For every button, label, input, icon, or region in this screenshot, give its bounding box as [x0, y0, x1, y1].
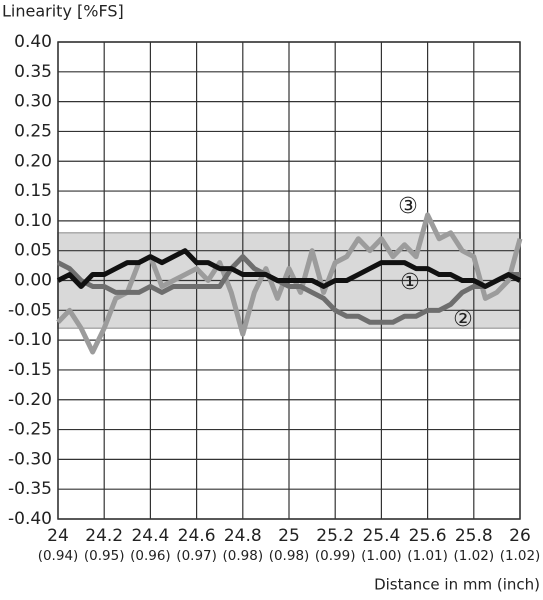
y-tick-label: -0.15 — [8, 360, 52, 380]
y-tick-label: 0.00 — [14, 271, 52, 291]
series-line — [56, 254, 520, 325]
series-label: ③ — [398, 194, 418, 219]
series-line — [56, 248, 522, 289]
x-tick-sublabel: (0.95) — [84, 548, 125, 564]
x-tick-label: 25.2 — [316, 526, 354, 546]
x-tick-label: 24.6 — [178, 526, 216, 546]
x-tick-label: 24.4 — [131, 526, 169, 546]
y-tick-label: 0.10 — [14, 211, 52, 231]
x-tick-label: 25 — [278, 526, 300, 546]
y-tick-label: -0.35 — [8, 479, 52, 499]
x-tick-sublabel: (1.02) — [454, 548, 495, 564]
x-tick-sublabel: (0.98) — [269, 548, 310, 564]
y-tick-label: -0.40 — [8, 509, 52, 529]
y-tick-label: 0.30 — [14, 92, 52, 112]
x-tick-label: 25.6 — [409, 526, 447, 546]
x-tick-sublabel: (0.94) — [38, 548, 79, 564]
x-tick-label: 24.8 — [224, 526, 262, 546]
x-tick-label: 25.8 — [455, 526, 493, 546]
y-tick-label: 0.25 — [14, 121, 52, 141]
x-tick-label: 24 — [47, 526, 69, 546]
series-line — [56, 212, 523, 355]
y-tick-label: -0.30 — [8, 449, 52, 469]
y-tick-label: -0.25 — [8, 420, 52, 440]
y-tick-label: -0.20 — [8, 390, 52, 410]
y-tick-label: 0.35 — [14, 62, 52, 82]
y-tick-label: -0.10 — [8, 330, 52, 350]
y-tick-label: -0.05 — [8, 300, 52, 320]
x-tick-label: 26 — [509, 526, 531, 546]
y-tick-label: 0.05 — [14, 241, 52, 261]
y-axis-label: Linearity [%FS] — [2, 2, 124, 21]
y-tick-label: 0.40 — [14, 32, 52, 52]
x-tick-label: 25.4 — [362, 526, 400, 546]
x-tick-label: 24.2 — [85, 526, 123, 546]
x-tick-sublabel: (0.98) — [223, 548, 264, 564]
y-tick-label: 0.15 — [14, 181, 52, 201]
x-tick-sublabel: (1.02) — [500, 548, 541, 564]
x-axis-label: Distance in mm (inch) — [374, 576, 540, 594]
x-tick-sublabel: (0.97) — [176, 548, 217, 564]
x-tick-sublabel: (1.01) — [407, 548, 448, 564]
series-label: ② — [453, 307, 473, 332]
series-label: ① — [400, 270, 420, 295]
y-tick-label: 0.20 — [14, 151, 52, 171]
x-tick-sublabel: (0.99) — [315, 548, 356, 564]
x-tick-sublabel: (1.00) — [361, 548, 402, 564]
x-tick-sublabel: (0.96) — [130, 548, 171, 564]
